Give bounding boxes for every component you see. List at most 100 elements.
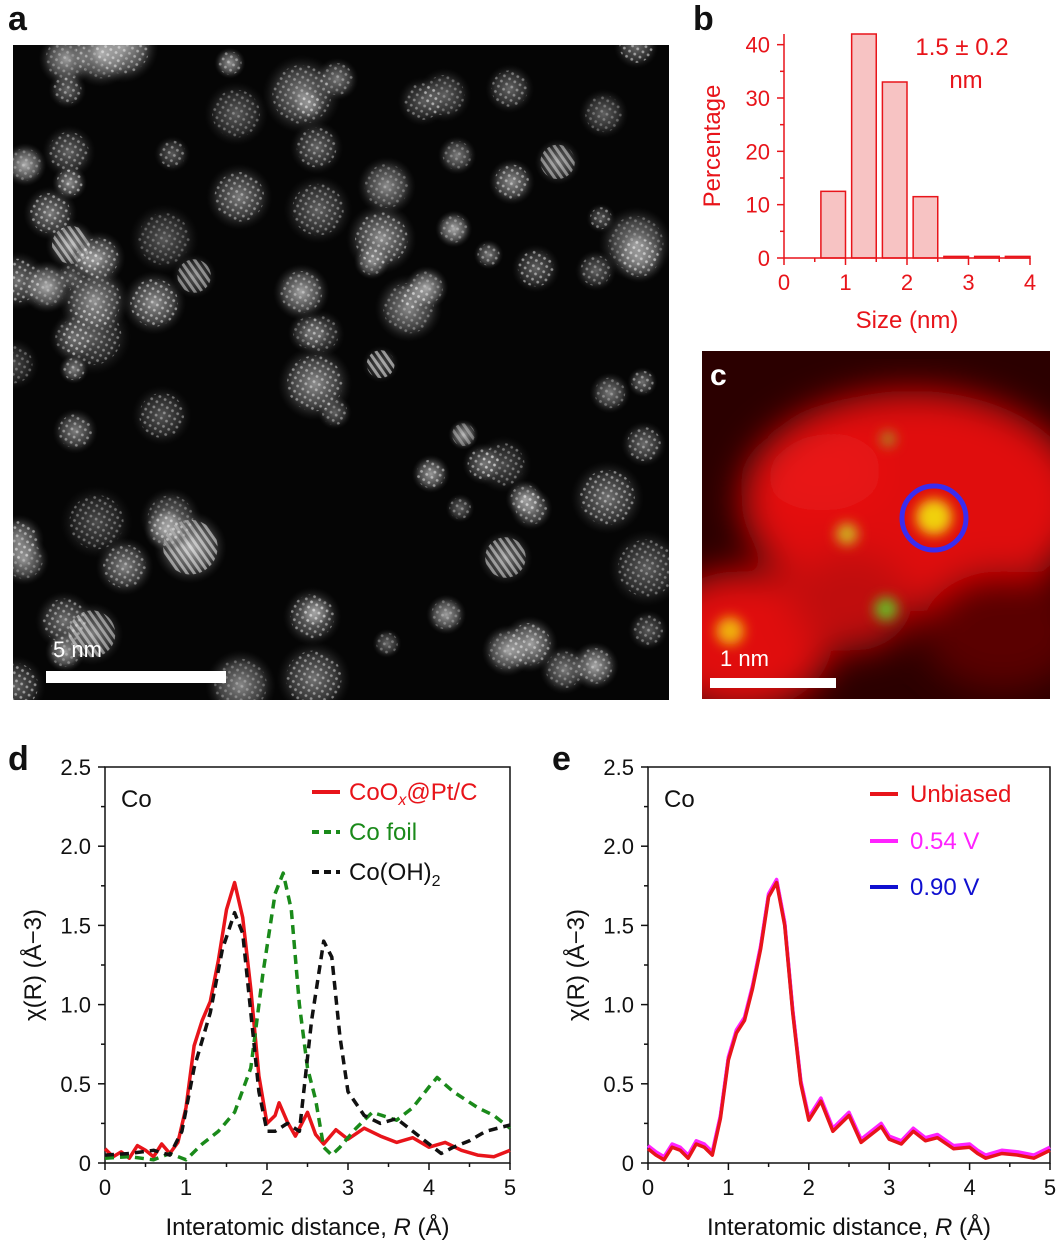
nanoparticle-lattice <box>13 344 33 384</box>
histogram-bar <box>850 33 877 259</box>
annotation-line-2: nm <box>949 67 982 94</box>
element-label: Co <box>121 786 152 813</box>
nanoparticle-lattice <box>13 148 42 181</box>
nanoparticle-lattice <box>545 651 583 689</box>
nanoparticle-lattice <box>30 193 71 234</box>
nanoparticle-lattice <box>302 315 339 352</box>
legend-label: 0.90 V <box>910 874 979 901</box>
nanoparticle-lattice <box>286 355 343 412</box>
highlight-circle <box>899 483 969 553</box>
x-tick-label: 5 <box>1044 1175 1056 1200</box>
y-tick-label: 10 <box>746 193 770 218</box>
element-label: Co <box>664 786 695 813</box>
legend-label: Co foil <box>349 819 417 846</box>
nanoparticle-lattice <box>585 95 622 133</box>
nanoparticle-lattice <box>491 70 528 107</box>
nanoparticle-lattice <box>540 144 575 180</box>
x-axis-label: Interatomic distance, R (Å) <box>707 1213 991 1241</box>
nanoparticle-lattice <box>212 89 260 138</box>
x-tick-label: 3 <box>342 1175 354 1200</box>
y-tick-label: 2.0 <box>60 834 91 859</box>
legend-label: CoOx@Pt/C <box>349 779 477 809</box>
panel-letter-b: b <box>693 0 714 38</box>
y-tick-label: 0 <box>622 1151 634 1176</box>
y-tick-label: 1.0 <box>60 993 91 1018</box>
x-tick-label: 5 <box>504 1175 516 1200</box>
nanoparticle-lattice <box>62 357 85 381</box>
nanoparticle-lattice <box>452 423 475 447</box>
nanoparticle-lattice <box>69 495 124 550</box>
nanoparticle-lattice <box>75 45 126 79</box>
nanoparticle-lattice <box>58 414 93 449</box>
scale-bar-label-a: 5 nm <box>53 637 102 662</box>
y-tick-label: 0 <box>758 246 770 271</box>
nanoparticle-lattice <box>147 495 194 542</box>
annotation-line-1: 1.5 ± 0.2 <box>915 34 1008 61</box>
y-tick-label: 30 <box>746 86 770 111</box>
panel-letter-c: c <box>710 359 727 392</box>
nanoparticle-lattice <box>364 164 409 209</box>
y-axis-label: Percentage <box>699 85 726 208</box>
x-tick-label: 4 <box>1024 270 1036 295</box>
nanoparticle-lattice <box>56 169 83 196</box>
nanoparticle-lattice <box>442 141 472 170</box>
nanoparticle-lattice <box>626 427 661 462</box>
nanoparticle-lattice <box>410 271 443 305</box>
x-tick-label: 1 <box>722 1175 734 1200</box>
scale-bar-label-c: 1 nm <box>720 646 769 671</box>
x-tick-label: 3 <box>883 1175 895 1200</box>
nanoparticle-lattice <box>158 140 186 168</box>
nanoparticle-lattice <box>218 51 242 75</box>
nanoparticle-lattice <box>618 539 669 597</box>
scale-bar-a <box>46 671 226 683</box>
nanoparticle-lattice <box>467 447 500 480</box>
nanoparticle-lattice <box>102 544 147 589</box>
y-tick-label: 0 <box>79 1151 91 1176</box>
nanoparticle-lattice <box>477 243 500 266</box>
y-tick-label: 0.5 <box>603 1072 634 1097</box>
histogram-bar <box>912 195 939 259</box>
x-tick-label: 0 <box>99 1175 111 1200</box>
nanoparticle-lattice <box>48 131 89 172</box>
x-tick-label: 0 <box>778 270 790 295</box>
panel-letter-a: a <box>8 0 27 38</box>
panel-letter-d: d <box>8 740 29 778</box>
nanoparticle-lattice <box>439 215 468 243</box>
y-tick-label: 0.5 <box>60 1072 91 1097</box>
nanoparticle-lattice <box>130 278 179 327</box>
x-tick-label: 3 <box>962 270 974 295</box>
nanoparticle-lattice <box>485 537 526 578</box>
nanoparticle-lattice <box>631 370 654 394</box>
nanoparticle-lattice <box>214 658 267 700</box>
nanoparticle-lattice <box>139 393 185 438</box>
chart-e: 0 1 2 3 4 5 0 0.5 1.0 1.5 2.0 2.5 Interatomic distan… <box>562 755 1056 1241</box>
y-tick-label: 1.5 <box>603 913 634 938</box>
series-line <box>646 880 1051 1162</box>
nanoparticle-lattice <box>580 255 612 286</box>
y-tick-label: 2.5 <box>60 755 91 780</box>
nanoparticle-lattice <box>138 212 190 265</box>
nanoparticle-lattice <box>416 459 446 489</box>
nanoparticle-lattice <box>55 320 91 356</box>
nanoparticle-lattice <box>68 610 116 658</box>
nanoparticle-lattice <box>285 650 342 700</box>
series-line <box>103 880 511 1160</box>
nanoparticle-lattice <box>13 663 39 700</box>
x-tick-label: 0 <box>642 1175 654 1200</box>
nanoparticle-lattice <box>77 237 119 279</box>
nanoparticle-lattice <box>633 615 664 646</box>
panel-letter-e: e <box>552 740 571 778</box>
x-tick-label: 2 <box>803 1175 815 1200</box>
nanoparticle-lattice <box>594 377 626 409</box>
nanoparticle-lattice <box>13 541 43 579</box>
x-tick-label: 4 <box>963 1175 975 1200</box>
y-tick-label: 1.5 <box>60 913 91 938</box>
color-map-c: c 1 nm <box>702 351 1050 699</box>
color-map-c-image <box>702 351 1050 699</box>
legend-label: Co(OH)2 <box>349 859 441 890</box>
x-tick-label: 1 <box>839 270 851 295</box>
nanoparticle-lattice <box>53 75 82 104</box>
series-line <box>104 910 511 1157</box>
nanoparticle-lattice <box>510 484 540 514</box>
